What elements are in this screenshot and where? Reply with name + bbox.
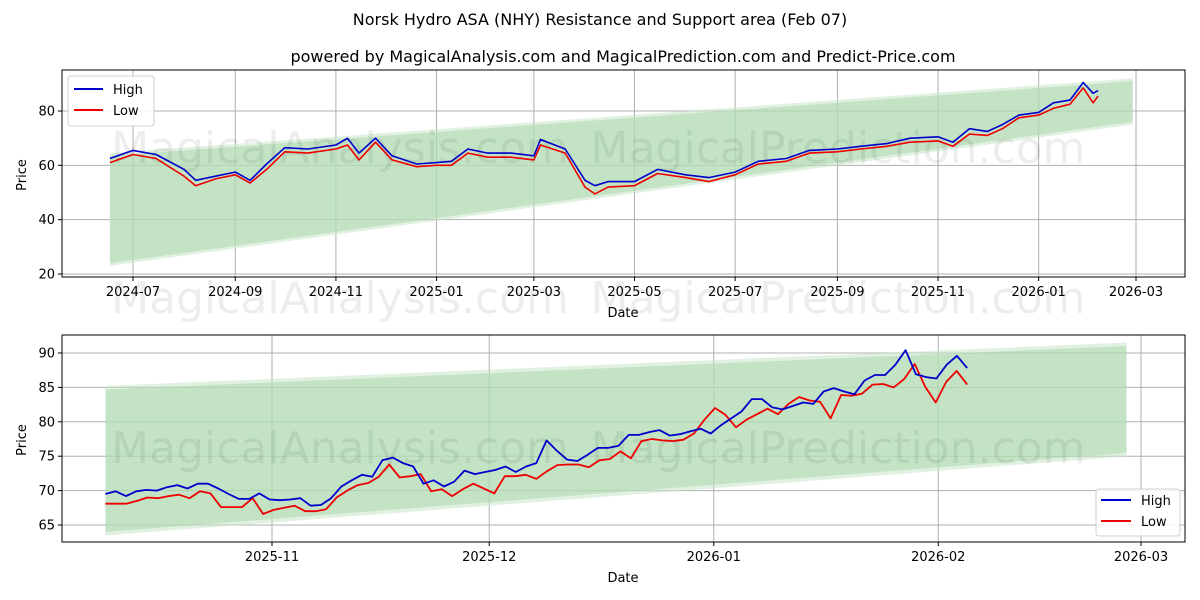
x-tick-label: 2025-07 (708, 285, 762, 300)
bottom-watermark: MagicalAnalysis.com MagicalPrediction.co… (111, 423, 1085, 474)
x-tick-label: 2026-03 (1114, 550, 1168, 565)
chart-subtitle: powered by MagicalAnalysis.com and Magic… (290, 47, 955, 66)
x-tick-label: 2025-05 (607, 285, 661, 300)
y-tick-label: 90 (38, 347, 55, 362)
watermark-prediction-3: MagicalPrediction.com (591, 423, 1086, 474)
bottom-y-axis-label: Price (15, 424, 30, 456)
x-tick-label: 2026-01 (1012, 285, 1066, 300)
band-inner (105, 346, 1127, 532)
watermark-analysis-2: MagicalAnalysis.com (111, 273, 569, 324)
x-tick-label: 2025-11 (911, 285, 965, 300)
bottom-price-chart: MagicalAnalysis.com MagicalPrediction.co… (15, 334, 1186, 586)
top-price-chart: MagicalAnalysis.com MagicalPrediction.co… (15, 69, 1186, 324)
y-tick-label: 75 (38, 450, 55, 465)
watermark-analysis-3: MagicalAnalysis.com (111, 423, 569, 474)
x-tick-label: 2026-01 (687, 550, 741, 565)
x-tick-label: 2024-09 (208, 285, 262, 300)
watermark-analysis: MagicalAnalysis.com (111, 123, 569, 174)
y-tick-label: 40 (38, 213, 55, 228)
bottom-axes-frame (61, 334, 1186, 543)
y-tick-label: 60 (38, 159, 55, 174)
x-tick-label: 2025-01 (409, 285, 463, 300)
band-inner (109, 81, 1133, 264)
legend-high-label: High (113, 83, 143, 98)
legend-low-label: Low (113, 104, 139, 119)
x-tick-label: 2026-03 (1109, 285, 1163, 300)
y-tick-label: 80 (38, 105, 55, 120)
y-tick-label: 80 (38, 415, 55, 430)
x-tick-label: 2025-11 (245, 550, 299, 565)
high-series-line-zoomed (105, 349, 968, 507)
x-tick-label: 2025-09 (810, 285, 864, 300)
top-axis-ticks: 20 40 60 80 2024-07 2024-09 2024-11 2025-01 2025… (38, 105, 1163, 301)
bottom-axis-ticks: 65 70 75 80 85 90 2025-11 2025-12 2026-01 2026-02… (38, 347, 1168, 566)
x-tick-label: 2025-12 (462, 550, 516, 565)
top-support-resistance-band (109, 78, 1133, 266)
x-tick-label: 2024-11 (309, 285, 363, 300)
y-tick-label: 70 (38, 484, 55, 499)
top-axes-frame (61, 69, 1186, 278)
bottom-support-resistance-band (105, 342, 1127, 536)
low-series-line-zoomed (105, 363, 968, 515)
legend-low-label-bottom: Low (1141, 515, 1167, 530)
x-tick-label: 2026-02 (911, 550, 965, 565)
y-tick-label: 85 (38, 381, 55, 396)
low-series-line (109, 87, 1099, 195)
x-tick-label: 2024-07 (106, 285, 160, 300)
top-y-axis-label: Price (15, 159, 30, 191)
chart-title: Norsk Hydro ASA (NHY) Resistance and Sup… (353, 10, 847, 29)
x-tick-label: 2025-03 (507, 285, 561, 300)
watermark-prediction-2: MagicalPrediction.com (591, 273, 1086, 324)
y-tick-label: 65 (38, 519, 55, 534)
top-legend: High Low (67, 75, 155, 127)
y-tick-label: 20 (38, 268, 55, 283)
high-series-line (109, 81, 1099, 187)
bottom-x-axis-label: Date (607, 571, 638, 586)
top-x-axis-label: Date (607, 306, 638, 321)
legend-high-label-bottom: High (1141, 494, 1171, 509)
bottom-legend: High Low (1095, 488, 1181, 537)
